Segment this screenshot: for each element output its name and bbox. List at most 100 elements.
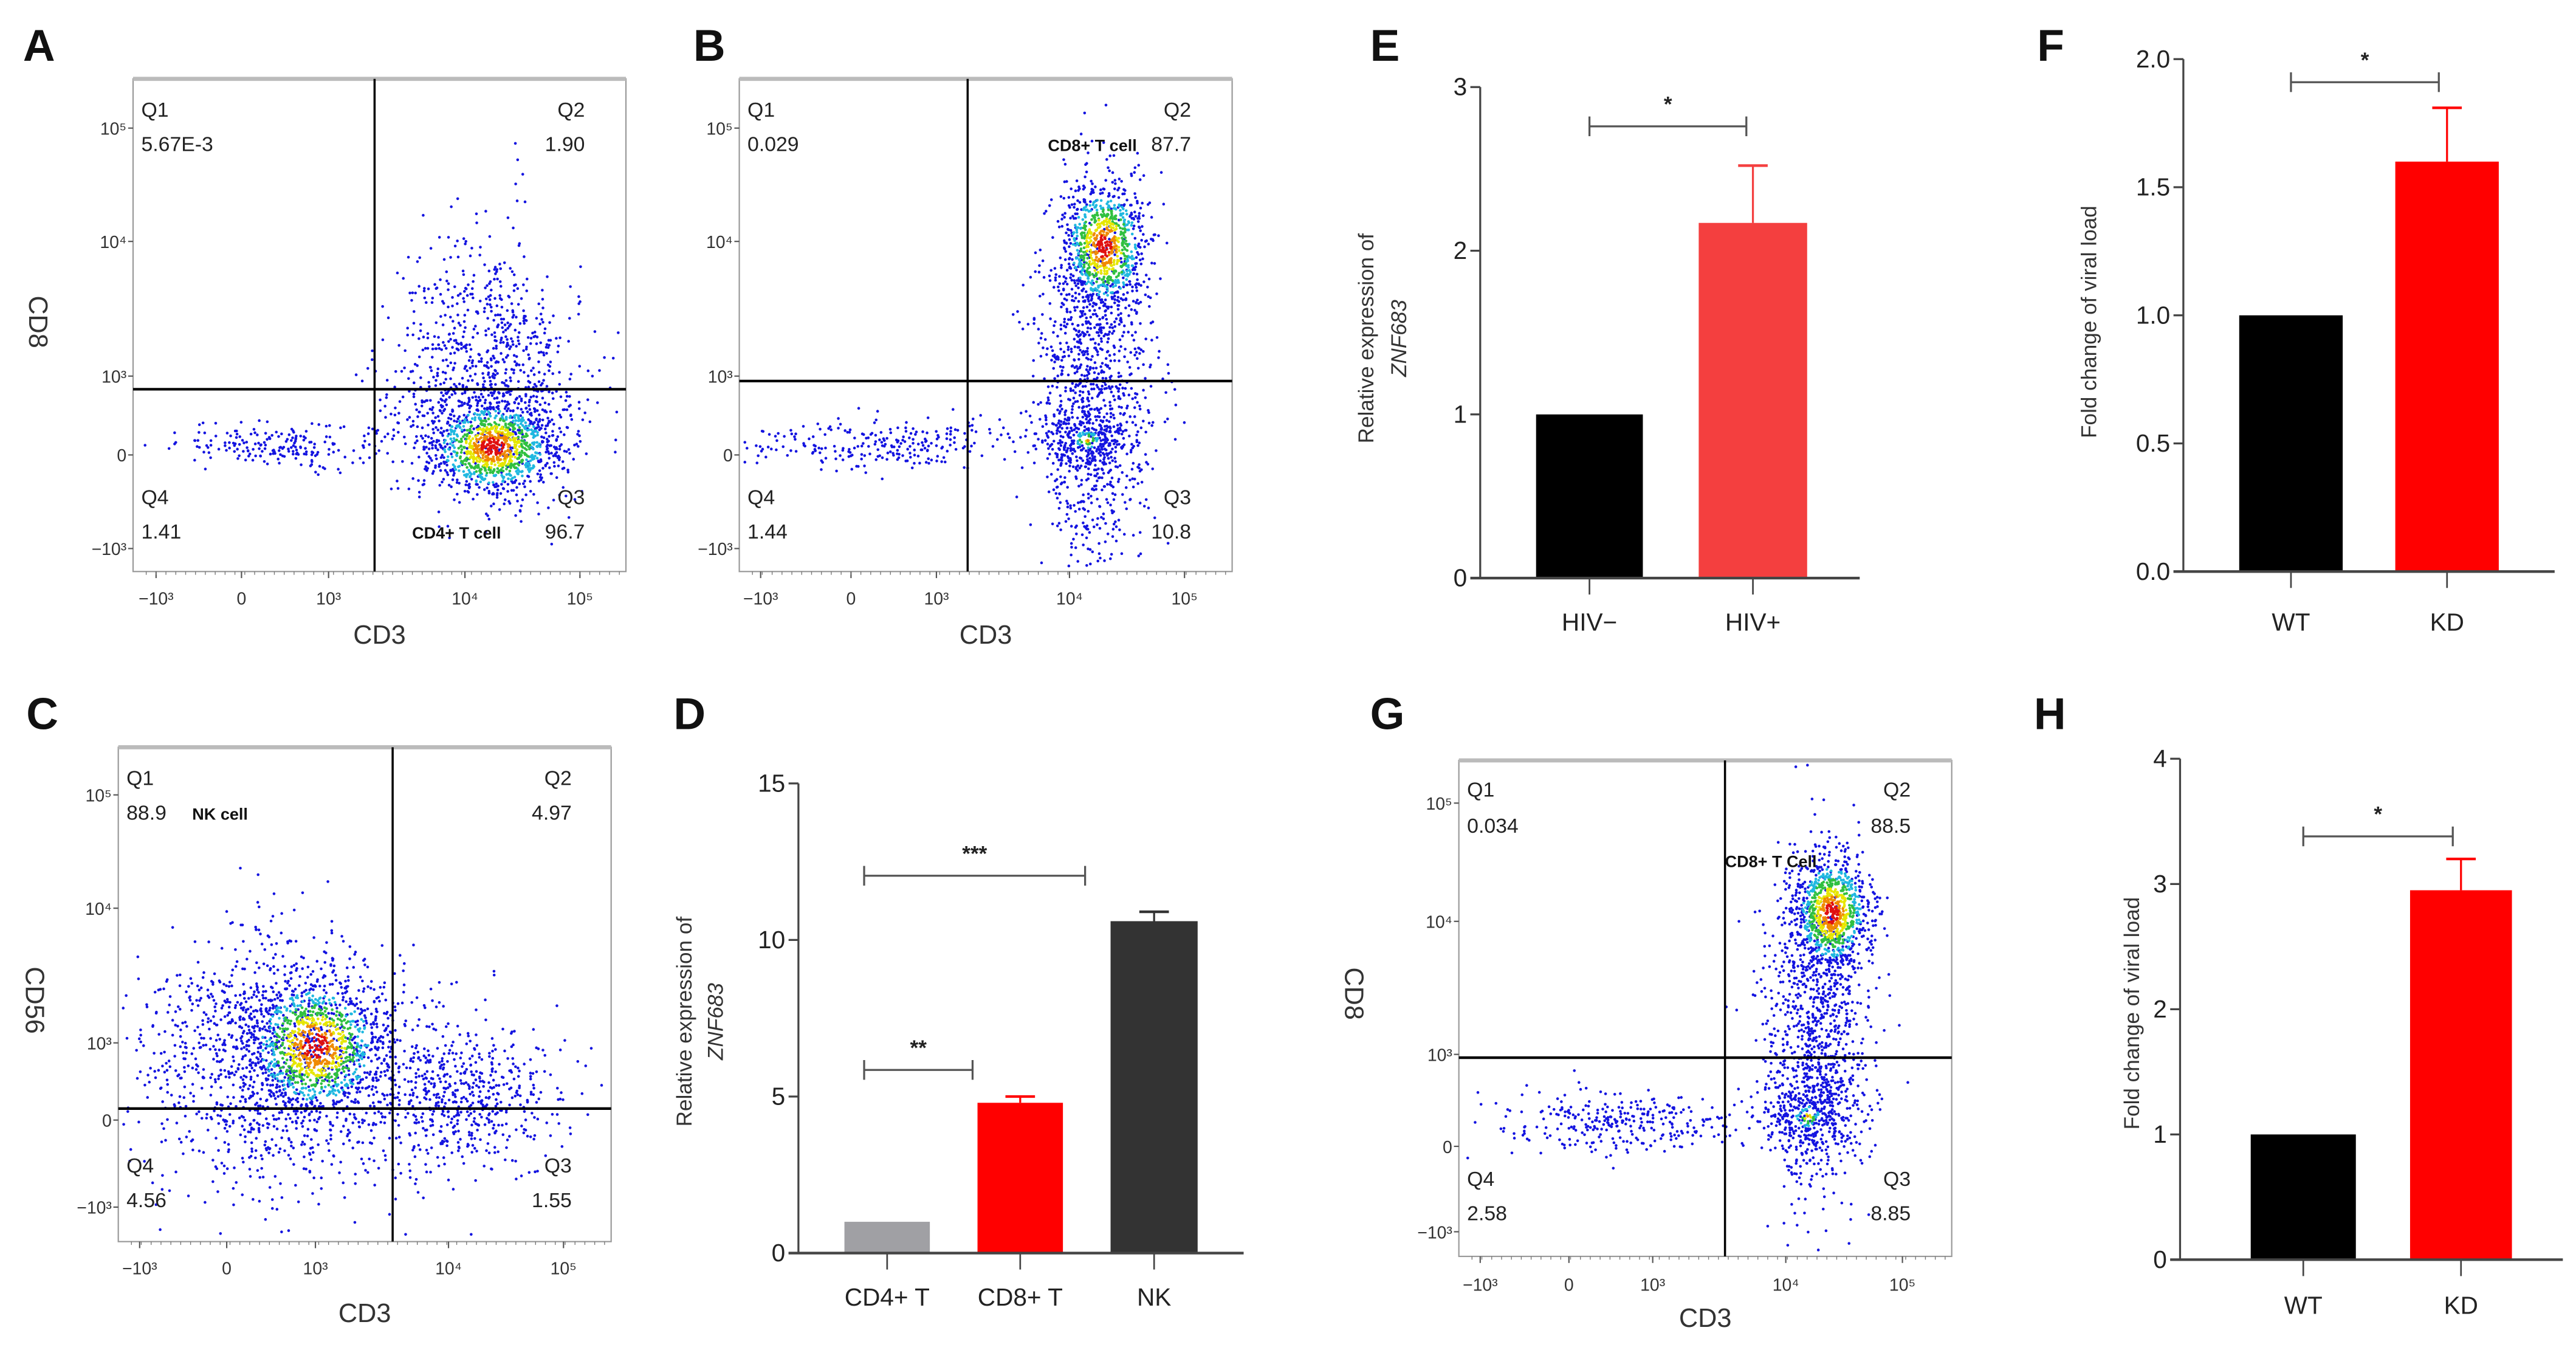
event-dot: [945, 432, 949, 435]
event-dot: [1037, 438, 1040, 441]
event-dot: [1087, 392, 1091, 396]
event-dot: [1077, 252, 1080, 255]
event-dot: [489, 407, 492, 411]
event-dot: [503, 400, 507, 403]
event-dot: [287, 447, 290, 451]
event-dot: [1038, 264, 1041, 267]
event-dot: [1112, 394, 1115, 398]
event-dot: [1067, 228, 1070, 232]
event-dot: [882, 437, 885, 440]
event-dot: [1043, 338, 1047, 341]
event-dot: [829, 428, 833, 432]
event-dot: [1060, 305, 1063, 309]
event-dot: [794, 438, 797, 441]
event-dot: [1059, 405, 1062, 408]
event-dot: [383, 435, 386, 439]
event-dot: [864, 471, 868, 474]
event-dot: [577, 295, 580, 298]
event-dot: [1088, 531, 1091, 534]
event-dot: [542, 480, 545, 484]
event-dot: [1066, 486, 1069, 489]
event-dot: [563, 449, 566, 453]
event-dot: [1048, 204, 1051, 207]
event-dot: [453, 351, 456, 354]
event-dot: [290, 446, 293, 449]
event-dot: [535, 342, 538, 345]
event-dot: [310, 459, 314, 462]
event-dot: [490, 333, 493, 336]
event-dot: [1091, 305, 1094, 308]
event-dot: [417, 1143, 421, 1147]
event-dot: [493, 268, 496, 271]
event-dot: [1112, 439, 1115, 443]
event-dot: [1109, 247, 1112, 250]
event-dot: [953, 436, 956, 439]
event-dot: [1088, 421, 1091, 425]
event-dot: [479, 393, 483, 396]
event-dot: [1113, 217, 1116, 221]
event-dot: [1075, 268, 1078, 272]
event-dot: [235, 436, 238, 439]
event-dot: [531, 422, 535, 425]
event-dot: [484, 297, 488, 301]
event-dot: [552, 314, 555, 317]
event-dot: [472, 336, 475, 339]
event-dot: [1131, 446, 1135, 450]
event-dot: [513, 416, 517, 419]
event-dot: [272, 892, 276, 895]
event-dot: [909, 432, 913, 435]
event-dot: [527, 445, 530, 448]
event-dot: [1135, 286, 1138, 289]
event-dot: [385, 379, 389, 382]
y-tick-label: 0: [723, 446, 733, 466]
event-dot: [1093, 446, 1096, 449]
event-dot: [500, 432, 504, 435]
event-dot: [513, 450, 517, 453]
event-dot: [1101, 391, 1104, 394]
event-dot: [1067, 196, 1071, 199]
event-dot: [472, 427, 475, 430]
event-dot: [294, 1183, 297, 1187]
event-dot: [451, 346, 454, 349]
event-dot: [222, 982, 225, 986]
event-dot: [1046, 385, 1050, 388]
y-tick-label: 10⁴: [706, 233, 733, 252]
event-dot: [517, 436, 520, 439]
event-dot: [1150, 424, 1153, 427]
event-dot: [449, 437, 453, 441]
event-dot: [1174, 404, 1178, 407]
event-dot: [1123, 254, 1127, 257]
event-dot: [1100, 388, 1103, 391]
event-dot: [956, 429, 960, 432]
event-dot: [482, 419, 485, 422]
event-dot: [448, 413, 452, 416]
event-dot: [1082, 263, 1086, 266]
event-dot: [1096, 479, 1099, 483]
event-dot: [1097, 277, 1101, 280]
event-dot: [452, 432, 456, 436]
event-dot: [458, 382, 461, 386]
event-dot: [1039, 354, 1043, 358]
event-dot: [507, 472, 511, 475]
event-dot: [510, 462, 513, 466]
event-dot: [410, 298, 413, 302]
event-dot: [541, 408, 544, 412]
event-dot: [1093, 309, 1096, 312]
event-dot: [839, 454, 842, 457]
event-dot: [562, 466, 566, 470]
event-dot: [512, 368, 515, 372]
event-dot: [271, 449, 275, 452]
event-dot: [545, 447, 549, 451]
event-dot: [538, 322, 541, 326]
event-dot: [506, 338, 509, 341]
event-dot: [512, 409, 515, 412]
event-dot: [1053, 413, 1056, 416]
event-dot: [489, 441, 492, 445]
event-dot: [1090, 179, 1093, 183]
event-dot: [332, 450, 335, 454]
event-dot: [508, 428, 512, 432]
event-dot: [794, 432, 797, 436]
event-dot: [425, 452, 428, 455]
event-dot: [1085, 261, 1088, 264]
event-dot: [363, 439, 366, 443]
